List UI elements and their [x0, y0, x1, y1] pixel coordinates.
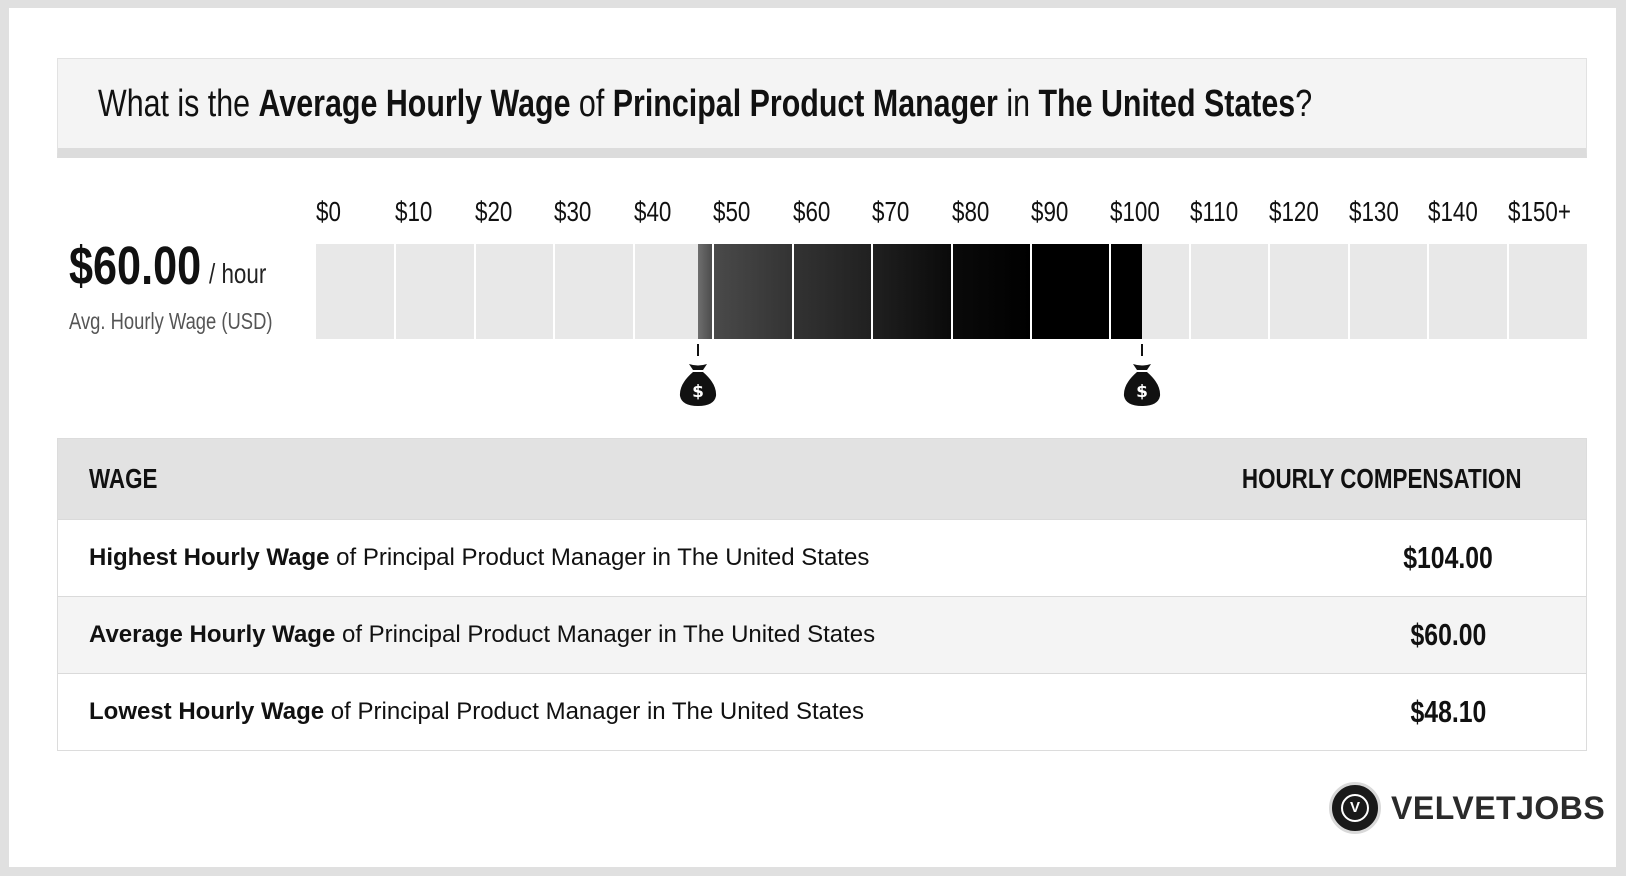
grid-separator [1268, 244, 1271, 339]
grid-separator [791, 244, 794, 339]
row-label: Highest Hourly Wage of Principal Product… [89, 544, 870, 571]
grid-separator [1427, 244, 1430, 339]
header-hourly-compensation: HOURLY COMPENSATION [1242, 463, 1522, 494]
grid-separator [394, 244, 397, 339]
grid-separator [871, 244, 874, 339]
range-band [1110, 244, 1143, 339]
wage-range-bar [316, 244, 1587, 339]
x-tick-label: $140 [1428, 196, 1478, 227]
x-tick-label: $100 [1110, 196, 1161, 227]
grid-separator [1347, 244, 1350, 339]
row-label: Lowest Hourly Wage of Principal Product … [89, 698, 864, 725]
grid-separator [473, 244, 476, 339]
grid-separator [1506, 244, 1509, 339]
money-bag-icon: $ [680, 344, 717, 406]
table-row: Highest Hourly Wage of Principal Product… [58, 519, 1586, 596]
x-tick-label: $120 [1269, 196, 1320, 227]
row-value: $104.00 [1403, 540, 1493, 575]
logo-mark: V [1329, 782, 1381, 834]
grid-separator [1029, 244, 1032, 339]
x-tick-label: $110 [1189, 196, 1238, 227]
range-band [951, 244, 1031, 339]
row-value: $48.10 [1410, 694, 1486, 729]
grid-separator [1188, 244, 1191, 339]
low-wage-marker: $ [676, 344, 720, 410]
x-tick-label: $40 [633, 196, 672, 227]
x-tick-label: $0 [316, 196, 341, 227]
x-tick-label: $60 [792, 196, 830, 227]
table-row: Average Hourly Wage of Principal Product… [58, 596, 1586, 673]
table-row: Lowest Hourly Wage of Principal Product … [58, 673, 1586, 750]
header-wage: WAGE [89, 463, 158, 494]
grid-separator [712, 244, 715, 339]
velvetjobs-logo: V VELVETJOBS [1329, 780, 1605, 836]
title-box: What is the Average Hourly Wage of Princ… [57, 58, 1587, 158]
x-tick-label: $10 [395, 196, 433, 227]
x-tick-label: $30 [554, 196, 592, 227]
logo-wordmark: VELVETJOBS [1391, 790, 1606, 826]
wage-table: WAGE HOURLY COMPENSATION Highest Hourly … [57, 438, 1587, 751]
avg-wage-caption: Avg. Hourly Wage (USD) [69, 308, 273, 334]
grid-separator [632, 244, 635, 339]
x-tick-label: $80 [951, 196, 989, 227]
x-tick-label: $130 [1348, 196, 1399, 227]
money-bag-icon: $ [1124, 344, 1161, 406]
average-wage-value: $60.00 [69, 236, 202, 296]
x-axis-ticks: $0 $10 $20 $30 $40 $50 $60 $70 $80 $90 $100 $110 $12… [9, 194, 1626, 234]
row-value: $60.00 [1410, 617, 1486, 652]
grid-separator [950, 244, 953, 339]
logo-v-icon: V [1341, 794, 1369, 822]
range-band [713, 244, 793, 339]
range-band [698, 244, 714, 339]
x-tick-label: $50 [713, 196, 751, 227]
range-band [792, 244, 873, 339]
grid-separator [1109, 244, 1112, 339]
x-tick-label: $20 [474, 196, 513, 227]
range-band [872, 244, 952, 339]
x-tick-label: $90 [1030, 196, 1069, 227]
svg-text:$: $ [1136, 382, 1148, 402]
x-tick-label: $70 [872, 196, 910, 227]
page-title: What is the Average Hourly Wage of Princ… [98, 83, 1313, 125]
row-label: Average Hourly Wage of Principal Product… [89, 621, 876, 648]
svg-text:$: $ [692, 382, 704, 402]
table-header: WAGE HOURLY COMPENSATION [58, 439, 1586, 519]
grid-separator [553, 244, 556, 339]
per-hour-label: / hour [209, 258, 267, 289]
range-band [1030, 244, 1111, 339]
high-wage-marker: $ [1120, 344, 1164, 410]
x-tick-label: $150+ [1507, 196, 1571, 227]
